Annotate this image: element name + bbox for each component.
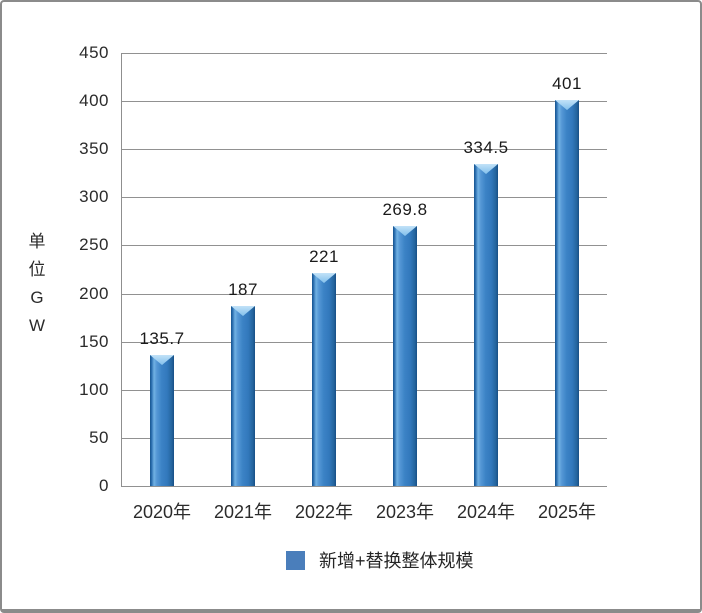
data-label: 187 xyxy=(228,280,258,299)
y-axis-title-char: W xyxy=(28,316,46,335)
bar-top-highlight xyxy=(312,273,336,283)
y-tick-label: 300 xyxy=(79,187,109,206)
y-tick-label: 0 xyxy=(99,476,109,495)
bar-2025年 xyxy=(555,100,579,486)
bar-top-highlight xyxy=(555,100,579,110)
gridline xyxy=(121,294,607,295)
x-axis-label: 2024年 xyxy=(456,502,516,522)
y-tick-label: 200 xyxy=(79,284,109,303)
gridline xyxy=(121,53,607,54)
y-axis-title-char: 单 xyxy=(28,232,46,251)
bar-top-highlight xyxy=(231,306,255,316)
bar-top-highlight xyxy=(474,164,498,174)
bar-2021年 xyxy=(231,306,255,486)
y-tick-label: 450 xyxy=(79,43,109,62)
bar-top-highlight xyxy=(150,355,174,365)
y-tick-label: 400 xyxy=(79,91,109,110)
gridline xyxy=(121,101,607,102)
y-axis-title-char: G xyxy=(30,288,44,307)
gridline xyxy=(121,342,607,343)
x-axis-label: 2023年 xyxy=(375,502,435,522)
x-axis-label: 2021年 xyxy=(213,502,273,522)
gridline xyxy=(121,438,607,439)
x-axis-label: 2025年 xyxy=(537,502,597,522)
legend: 新增+替换整体规模 xyxy=(286,547,474,573)
data-label: 334.5 xyxy=(463,138,509,157)
data-label: 269.8 xyxy=(382,200,428,219)
data-label: 135.7 xyxy=(139,329,185,348)
bar-2022年 xyxy=(312,273,336,486)
y-tick-label: 250 xyxy=(79,235,109,254)
x-axis-line xyxy=(121,486,607,487)
data-label: 401 xyxy=(552,74,582,93)
x-axis-label: 2020年 xyxy=(132,502,192,522)
y-tick-label: 350 xyxy=(79,139,109,158)
data-label: 221 xyxy=(309,247,339,266)
legend-label: 新增+替换整体规模 xyxy=(319,551,474,571)
y-tick-label: 150 xyxy=(79,332,109,351)
gridline xyxy=(121,390,607,391)
y-tick-label: 100 xyxy=(79,380,109,399)
gridline xyxy=(121,197,607,198)
bar-2024年 xyxy=(474,164,498,486)
gridline xyxy=(121,245,607,246)
x-axis-label: 2022年 xyxy=(294,502,354,522)
y-axis-line xyxy=(121,53,122,487)
y-tick-label: 50 xyxy=(89,428,109,447)
bar-2020年 xyxy=(150,355,174,486)
bar-2023年 xyxy=(393,226,417,486)
bar-top-highlight xyxy=(393,226,417,236)
gridline xyxy=(121,149,607,150)
legend-swatch-icon xyxy=(286,550,305,570)
y-axis-title-char: 位 xyxy=(28,260,46,279)
